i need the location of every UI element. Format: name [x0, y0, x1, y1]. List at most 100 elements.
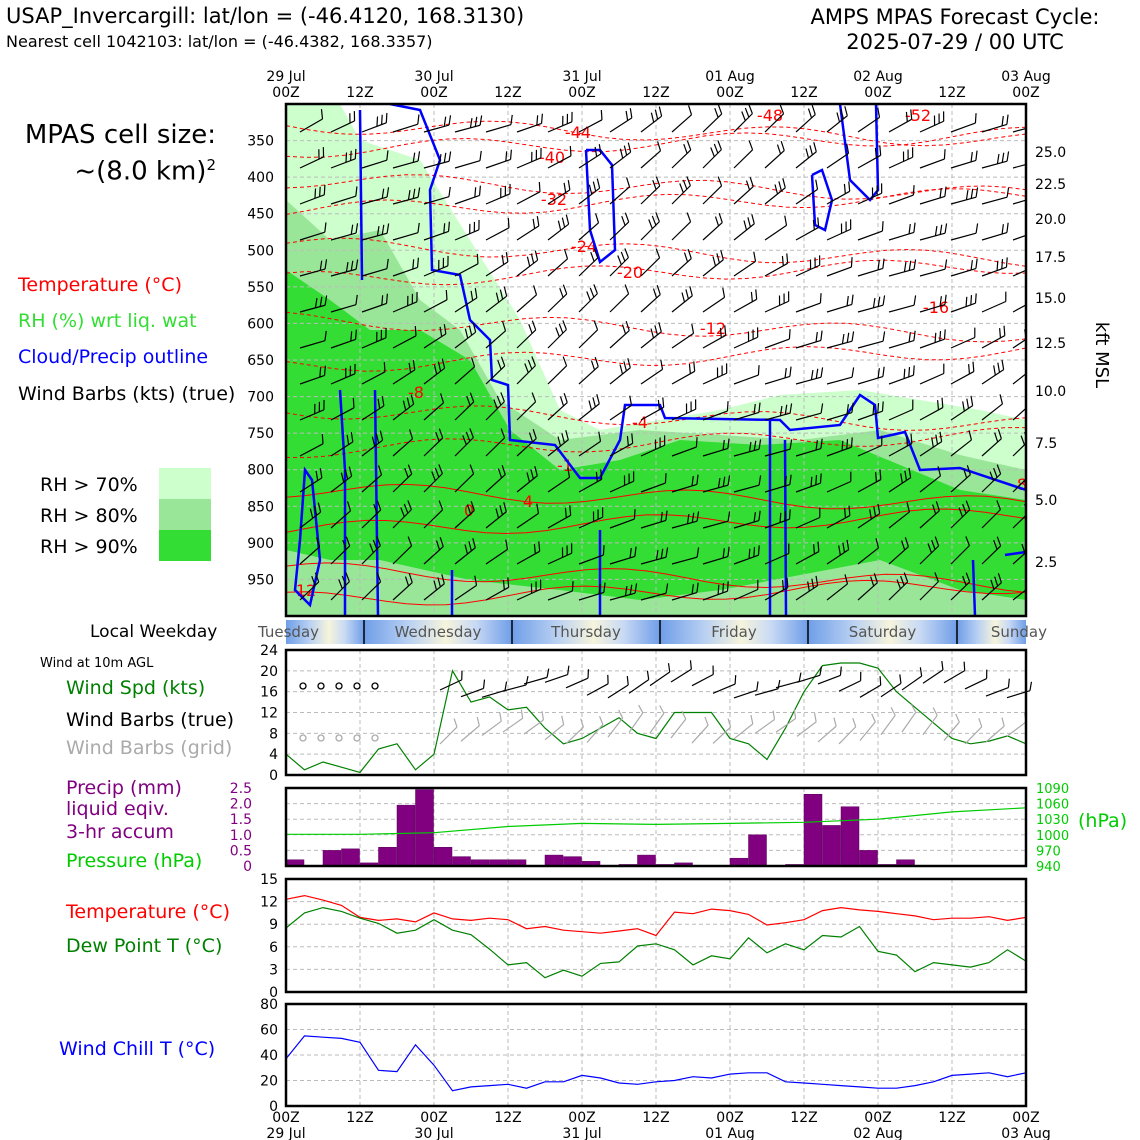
barb-shaft: [857, 375, 884, 385]
y-tick-label: 0: [269, 985, 278, 1001]
barb-feather: [688, 363, 691, 374]
barb-feather: [500, 187, 502, 198]
barb-shaft: [880, 682, 902, 698]
wind-barb: [547, 543, 573, 565]
wind-barb: [795, 367, 824, 385]
barb-shaft: [826, 152, 849, 169]
barb-shaft: [795, 551, 820, 565]
wind-barb: [516, 285, 538, 313]
barb-shaft: [578, 403, 600, 421]
barb-feather: [667, 663, 671, 673]
precip-tick-label: 1.0: [230, 828, 252, 844]
barb-feather: [561, 433, 565, 444]
grid-wind-barb: [649, 705, 665, 734]
barb-feather: [931, 437, 934, 448]
barb-feather: [407, 464, 413, 475]
barb-shaft: [1012, 402, 1026, 421]
barb-shaft: [671, 114, 692, 133]
barb-shaft: [330, 545, 351, 565]
barb-shaft: [838, 680, 861, 692]
grid-wind-barb: [607, 709, 624, 738]
bottom-tick-label: 00Z: [1012, 1110, 1039, 1126]
barb-feather: [346, 434, 350, 445]
panel-frame: [284, 1002, 1028, 1108]
wind-barb: [826, 106, 848, 133]
barb-shaft: [702, 259, 724, 277]
barb-shaft: [392, 196, 419, 205]
barb-feather: [495, 508, 500, 519]
wind-barb: [764, 366, 792, 385]
wind-barb: [857, 221, 884, 241]
legend-temperature: Temperature (°C): [18, 274, 182, 296]
barb-feather: [478, 219, 480, 230]
barb-feather: [439, 536, 444, 547]
barb-shaft: [299, 374, 325, 385]
barb-shaft: [671, 483, 698, 493]
barb-shaft: [764, 552, 790, 565]
barb-shaft: [423, 230, 449, 241]
barb-shaft: [361, 122, 387, 133]
barb-shaft: [964, 726, 983, 745]
barb-feather: [685, 403, 688, 414]
barb-shaft: [640, 592, 667, 601]
wind-barb: [609, 546, 637, 565]
barb-feather: [696, 547, 700, 558]
barb-feather: [966, 398, 970, 409]
grid-wind-barb: [502, 709, 524, 733]
barb-feather: [476, 253, 479, 264]
top-date-label: 29 Jul: [266, 69, 305, 85]
barb-shaft: [857, 154, 881, 169]
y-tick-label: 12: [260, 706, 278, 722]
barb-shaft: [981, 196, 1008, 205]
barb-feather: [527, 359, 533, 370]
barb-shaft: [392, 473, 413, 493]
barb-feather: [563, 392, 568, 403]
barb-feather: [944, 223, 948, 234]
barb-feather: [410, 394, 415, 405]
wind-barb: [299, 330, 327, 349]
pressure-tick-label: 500: [247, 243, 274, 259]
barb-feather: [1026, 393, 1035, 402]
wind-barb: [485, 149, 512, 169]
barb-feather: [350, 260, 354, 271]
barb-shaft: [950, 336, 976, 349]
barb-shaft: [330, 441, 354, 457]
wind-barb: [330, 466, 353, 493]
barb-shaft: [454, 584, 477, 601]
weekday-cell: [660, 620, 808, 644]
barb-feather: [850, 257, 853, 268]
barb-feather: [314, 188, 317, 199]
barb-feather: [468, 541, 472, 552]
barb-feather: [438, 154, 442, 164]
wind-barb: [392, 500, 412, 529]
series-line: [285, 894, 1027, 937]
barb-feather: [664, 473, 667, 484]
wind-barb: [950, 327, 976, 349]
grid-wind-barb: [733, 715, 754, 740]
barb-feather: [400, 507, 405, 517]
barb-feather: [409, 429, 414, 440]
barb-shaft: [516, 191, 541, 205]
wind-barb: [950, 430, 973, 457]
barb-feather: [877, 368, 880, 379]
wind-barb: [640, 176, 661, 205]
barb-shaft: [454, 366, 475, 385]
barb-shaft: [330, 373, 356, 385]
barb-feather: [978, 718, 983, 727]
bottom-tick-label: 00Z: [420, 1110, 447, 1126]
top-tick-label: 00Z: [568, 85, 595, 101]
forecast-cycle-date: 2025-07-29 / 00 UTC: [846, 30, 1064, 54]
barb-feather: [839, 666, 842, 676]
barb-shaft: [733, 260, 756, 277]
barb-feather: [407, 295, 409, 306]
barb-feather: [943, 329, 946, 340]
precip-bar: [433, 847, 453, 867]
barb-shaft: [578, 222, 599, 241]
barb-feather: [377, 398, 381, 409]
y-tick-label: 6: [269, 940, 278, 956]
weekday-label-5: Sunday: [991, 623, 1047, 641]
barb-shaft: [888, 443, 913, 457]
wind-barb: [609, 142, 632, 169]
barb-shaft: [764, 483, 791, 493]
barb-feather: [882, 366, 885, 377]
